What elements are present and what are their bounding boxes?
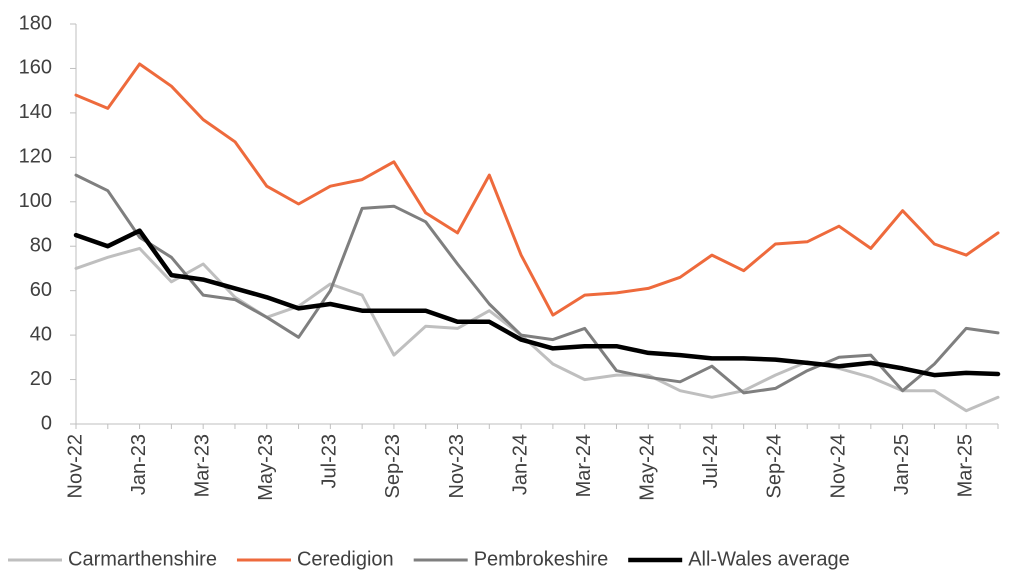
series-line <box>74 173 1000 395</box>
x-tick-label: Mar-24 <box>573 434 595 497</box>
y-tick-label: 60 <box>30 279 52 301</box>
series-line <box>74 62 1000 317</box>
y-tick-label: 180 <box>19 12 52 34</box>
x-tick-label: Jul-24 <box>700 434 722 488</box>
legend-label: Pembrokeshire <box>474 548 609 570</box>
y-tick-label: 40 <box>30 323 52 345</box>
y-tick-label: 20 <box>30 368 52 390</box>
x-tick-label: Sep-23 <box>382 434 404 499</box>
legend-label: Carmarthenshire <box>68 548 217 570</box>
x-tick-label: Nov-23 <box>446 434 468 498</box>
x-tick-label: Jan-23 <box>128 434 150 495</box>
legend-label: Ceredigion <box>297 548 394 570</box>
series-line <box>73 228 1001 378</box>
x-tick-label: Nov-24 <box>827 434 849 498</box>
x-tick-label: Jul-23 <box>319 434 341 488</box>
x-tick-label: May-24 <box>637 434 659 501</box>
y-tick-label: 120 <box>19 146 52 168</box>
x-tick-label: Mar-23 <box>191 434 213 497</box>
x-tick-label: Mar-25 <box>954 434 976 497</box>
x-tick-label: Jan-24 <box>509 434 531 495</box>
y-tick-label: 0 <box>41 412 52 434</box>
x-tick-label: Nov-22 <box>64 434 86 498</box>
x-tick-label: Jan-25 <box>891 434 913 495</box>
series-line <box>74 246 1000 413</box>
y-tick-label: 100 <box>19 190 52 212</box>
x-tick-label: May-23 <box>255 434 277 501</box>
y-tick-label: 140 <box>19 101 52 123</box>
legend-label: All-Wales average <box>688 548 850 570</box>
y-tick-label: 160 <box>19 57 52 79</box>
x-tick-label: Sep-24 <box>764 434 786 499</box>
y-tick-label: 80 <box>30 235 52 257</box>
